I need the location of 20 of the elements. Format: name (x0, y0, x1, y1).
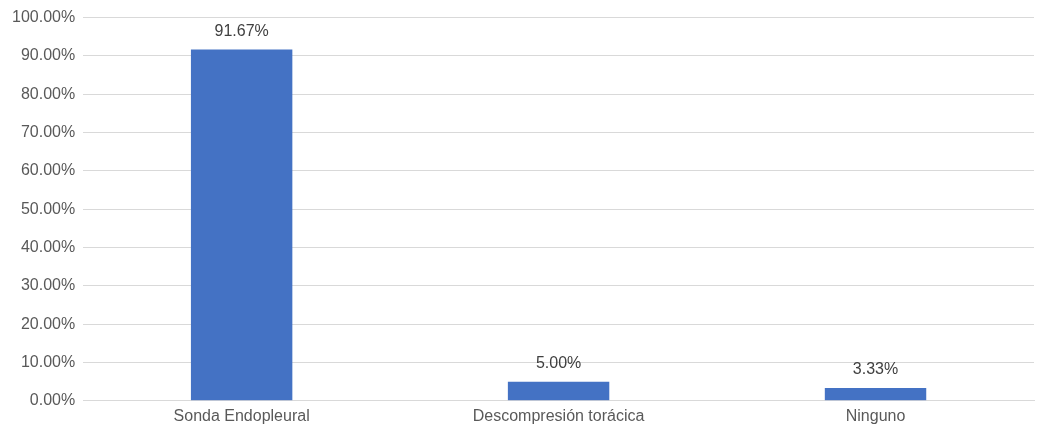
y-tick-label: 90.00% (20, 46, 76, 64)
x-tick-label: Ninguno (845, 406, 906, 424)
y-tick-label: 40.00% (20, 237, 76, 255)
bar (824, 388, 927, 401)
y-tick-label: 0.00% (29, 391, 76, 409)
y-tick-label: 80.00% (20, 84, 76, 102)
x-tick-label: Descompresión torácica (472, 406, 645, 424)
y-tick-label: 10.00% (20, 352, 76, 370)
data-label: 5.00% (535, 354, 582, 372)
bar (190, 49, 293, 401)
y-tick-label: 30.00% (20, 276, 76, 294)
y-tick-label: 70.00% (20, 122, 76, 140)
y-tick-label: 20.00% (20, 314, 76, 332)
y-tick-label: 100.00% (11, 8, 76, 26)
x-tick-label: Sonda Endopleural (173, 406, 310, 424)
data-label: 3.33% (852, 360, 899, 378)
data-label: 91.67% (214, 21, 269, 39)
y-tick-label: 60.00% (20, 161, 76, 179)
y-tick-label: 50.00% (20, 199, 76, 217)
bar (507, 381, 610, 401)
